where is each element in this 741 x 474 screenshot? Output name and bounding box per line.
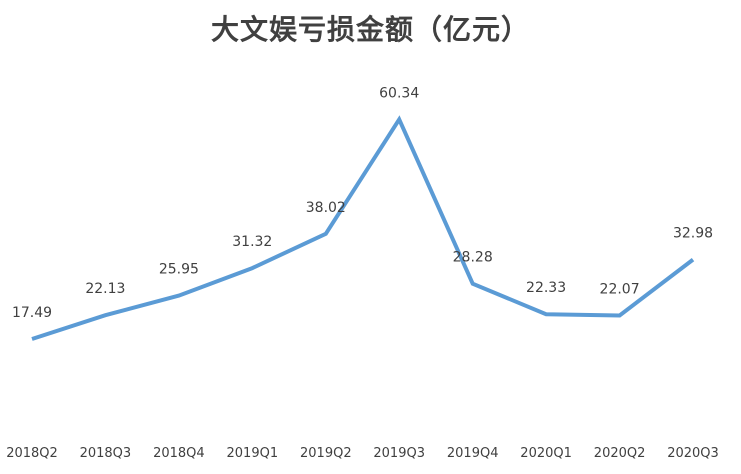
data-label-2018Q2: 17.49 <box>12 305 52 321</box>
data-label-2020Q2: 22.07 <box>600 282 640 298</box>
data-label-2019Q3: 60.34 <box>379 85 419 101</box>
x-tick-label-2020Q3: 2020Q3 <box>667 446 719 461</box>
chart-title: 大文娱亏损金额（亿元） <box>210 13 530 46</box>
x-tick-label-2019Q2: 2019Q2 <box>300 446 352 461</box>
x-tick-label-2019Q3: 2019Q3 <box>373 446 425 461</box>
x-tick-label-2018Q2: 2018Q2 <box>6 446 58 461</box>
data-label-2019Q1: 31.32 <box>232 234 272 250</box>
data-label-2019Q4: 28.28 <box>453 250 493 266</box>
x-tick-label-2020Q1: 2020Q1 <box>520 446 572 461</box>
data-label-2020Q1: 22.33 <box>526 280 566 296</box>
x-tick-label-2019Q4: 2019Q4 <box>447 446 499 461</box>
data-label-2018Q4: 25.95 <box>159 262 199 278</box>
data-label-2020Q3: 32.98 <box>673 226 713 242</box>
data-label-2018Q3: 22.13 <box>85 281 125 297</box>
data-label-2019Q2: 38.02 <box>306 200 346 216</box>
x-tick-label-2020Q2: 2020Q2 <box>594 446 646 461</box>
x-tick-label-2018Q3: 2018Q3 <box>80 446 132 461</box>
series-line <box>31 115 695 341</box>
x-tick-label-2019Q1: 2019Q1 <box>227 446 279 461</box>
x-tick-label-2018Q4: 2018Q4 <box>153 446 205 461</box>
